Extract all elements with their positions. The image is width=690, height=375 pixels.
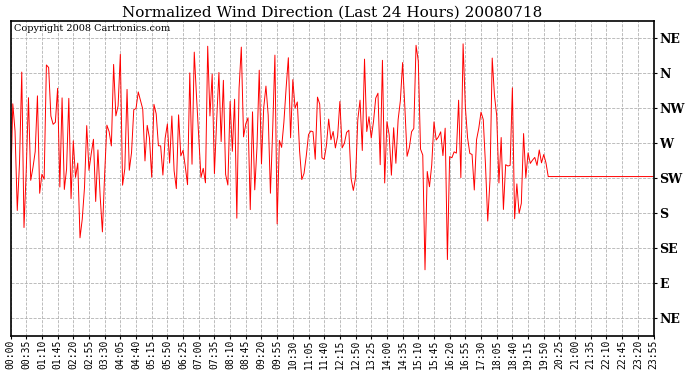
Title: Normalized Wind Direction (Last 24 Hours) 20080718: Normalized Wind Direction (Last 24 Hours… xyxy=(122,6,542,20)
Text: Copyright 2008 Cartronics.com: Copyright 2008 Cartronics.com xyxy=(14,24,170,33)
